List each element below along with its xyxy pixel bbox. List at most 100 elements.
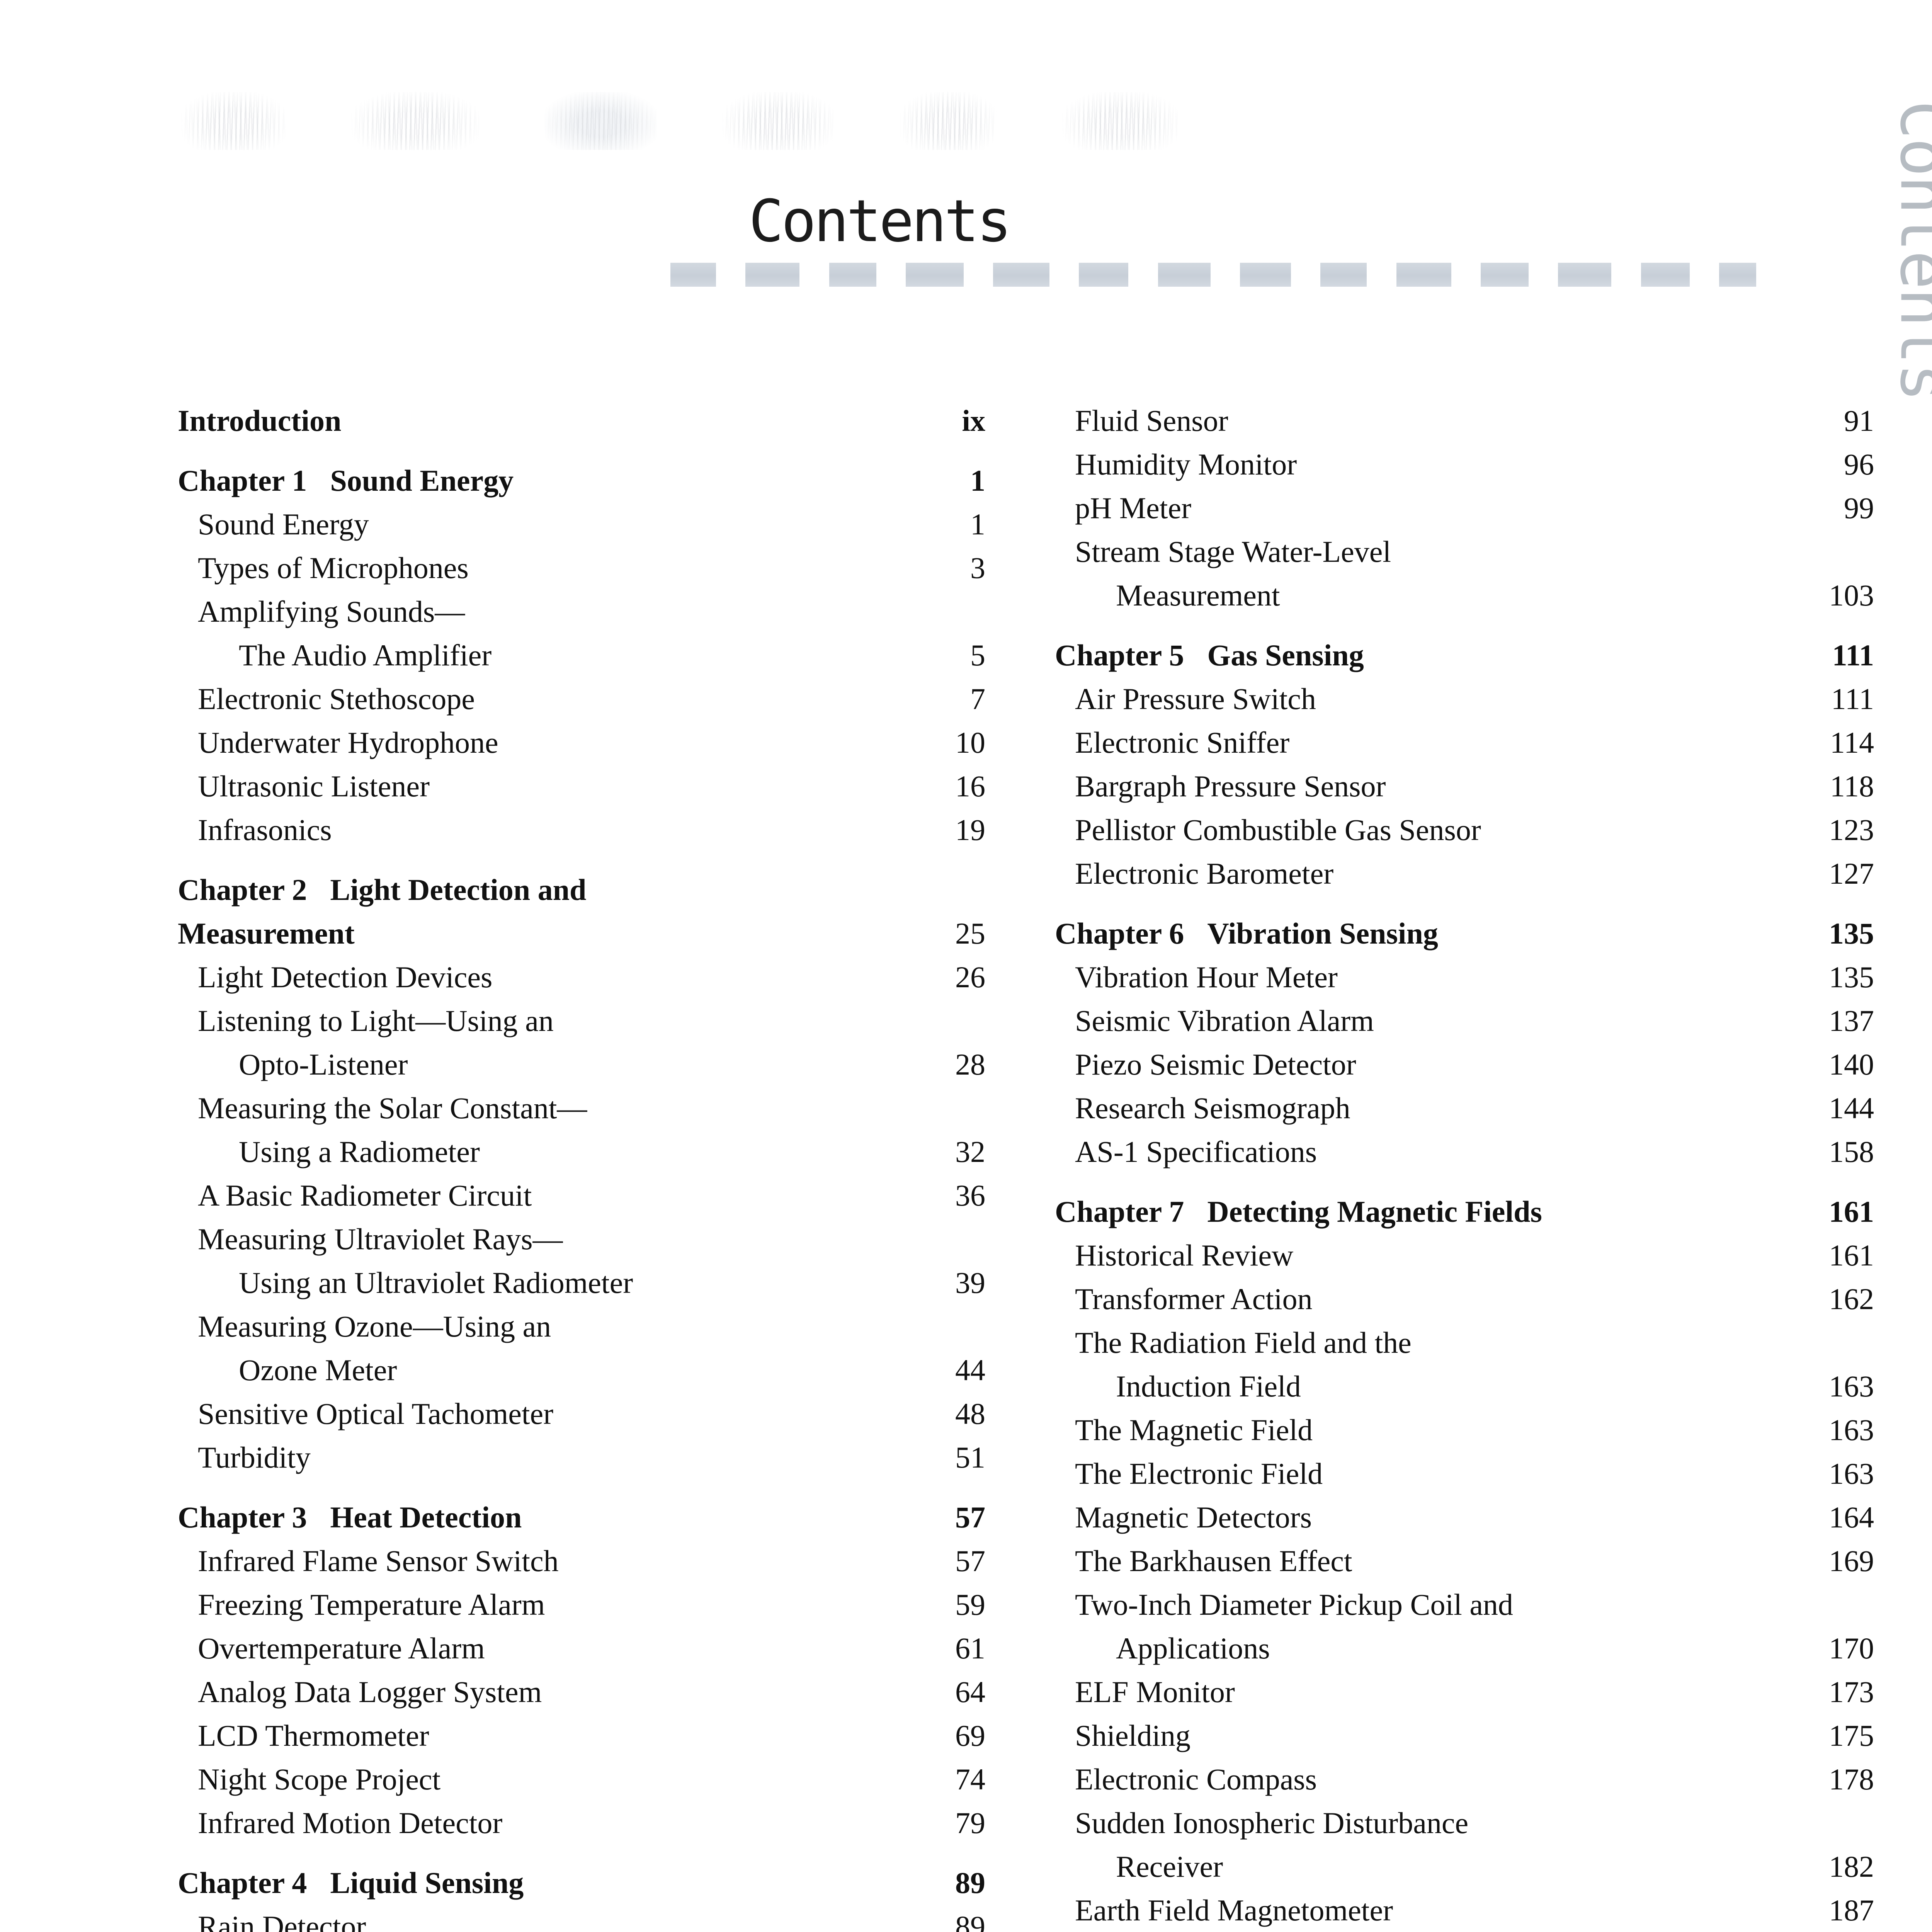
toc-entry-label: Infrasonics (198, 813, 332, 847)
toc-entry-row[interactable]: Infrared Motion Detector 79 (178, 1808, 985, 1852)
toc-entry-row[interactable]: Using a Radiometer 32 (178, 1137, 985, 1180)
toc-entry-label: Electronic Stethoscope (198, 682, 475, 716)
toc-page-number: 140 (1829, 1048, 1874, 1081)
toc-chapter-row[interactable]: Chapter 3 Heat Detection 57 (178, 1502, 985, 1546)
toc-entry-row[interactable]: Rain Detector 89 (178, 1912, 985, 1932)
toc-entry-row[interactable]: pH Meter 99 (1055, 493, 1874, 537)
toc-entry-row[interactable]: Using an Ultraviolet Radiometer 39 (178, 1268, 985, 1311)
toc-entry-row[interactable]: Pellistor Combustible Gas Sensor 123 (1055, 815, 1874, 859)
toc-entry-row[interactable]: Electronic Compass 178 (1055, 1764, 1874, 1808)
toc-entry-row[interactable]: Humidity Monitor 96 (1055, 449, 1874, 493)
toc-page-number: 135 (1829, 960, 1874, 994)
toc-entry-row[interactable]: Vibration Hour Meter 135 (1055, 962, 1874, 1006)
toc-page-number: 44 (955, 1353, 985, 1387)
toc-entry-row[interactable]: Infrasonics 19 (178, 815, 985, 859)
toc-page-number: 144 (1829, 1091, 1874, 1125)
toc-chapter-number: Chapter 7 (1055, 1195, 1184, 1228)
toc-entry-row[interactable]: Night Scope Project 74 (178, 1764, 985, 1808)
toc-entry-row[interactable]: The Radiation Field and the (1055, 1328, 1874, 1371)
toc-entry-row[interactable]: Sound Energy 1 (178, 509, 985, 553)
toc-entry-row[interactable]: Historical Review 161 (1055, 1240, 1874, 1284)
toc-entry-row[interactable]: Shielding 175 (1055, 1721, 1874, 1764)
toc-entry-row[interactable]: Electronic Stethoscope 7 (178, 684, 985, 728)
toc-entry-row[interactable]: Amplifying Sounds— (178, 597, 985, 640)
toc-page-number: ix (962, 404, 985, 437)
toc-entry-row[interactable]: Sudden Ionospheric Disturbance (1055, 1808, 1874, 1852)
toc-entry-row[interactable]: Fluid Sensor 91 (1055, 406, 1874, 449)
toc-entry-row[interactable]: A Basic Radiometer Circuit 36 (178, 1180, 985, 1224)
scan-artifact (1063, 92, 1179, 150)
toc-entry-row[interactable]: Ultrasonic Listener 16 (178, 771, 985, 815)
toc-chapter-title: Heat Detection (330, 1500, 522, 1534)
toc-chapter-number: Chapter 6 (1055, 917, 1184, 950)
toc-entry-row[interactable]: Research Seismograph 144 (1055, 1093, 1874, 1137)
toc-entry-row[interactable]: Receiver 182 (1055, 1852, 1874, 1895)
toc-entry-row[interactable]: Transformer Action 162 (1055, 1284, 1874, 1328)
toc-entry-row[interactable]: Measuring Ozone—Using an (178, 1311, 985, 1355)
toc-entry-label: Two-Inch Diameter Pickup Coil and (1075, 1588, 1513, 1621)
toc-page-number: 69 (955, 1719, 985, 1752)
toc-page-number: 28 (955, 1048, 985, 1081)
toc-entry-row[interactable]: Two-Inch Diameter Pickup Coil and (1055, 1590, 1874, 1633)
toc-page-number: 164 (1829, 1500, 1874, 1534)
toc-entry-row[interactable]: Earth Field Magnetometer 187 (1055, 1895, 1874, 1932)
toc-entry-row[interactable]: Induction Field 163 (1055, 1371, 1874, 1415)
toc-entry-row[interactable]: Light Detection Devices 26 (178, 962, 985, 1006)
band-block (1158, 263, 1211, 287)
toc-entry-row[interactable]: Measurement 103 (1055, 580, 1874, 624)
toc-entry-row[interactable]: AS-1 Specifications 158 (1055, 1137, 1874, 1180)
toc-entry-row[interactable]: Piezo Seismic Detector 140 (1055, 1049, 1874, 1093)
toc-entry-row[interactable]: Analog Data Logger System 64 (178, 1677, 985, 1721)
toc-entry-row[interactable]: Measurement 25 (178, 918, 985, 962)
toc-entry-row[interactable]: The Electronic Field 163 (1055, 1459, 1874, 1502)
band-block (905, 263, 964, 287)
toc-entry-label: Chapter 4 Liquid Sensing (178, 1868, 896, 1898)
toc-entry-row[interactable]: Stream Stage Water-Level (1055, 537, 1874, 580)
toc-entry-label: Opto-Listener (239, 1048, 408, 1081)
toc-entry-row[interactable]: Applications 170 (1055, 1633, 1874, 1677)
toc-entry-label: Analog Data Logger System (198, 1675, 542, 1709)
toc-page-number: 137 (1829, 1004, 1874, 1037)
toc-entry-row[interactable]: Electronic Barometer 127 (1055, 859, 1874, 902)
toc-entry-row[interactable]: The Barkhausen Effect 169 (1055, 1546, 1874, 1590)
toc-chapter-row[interactable]: Chapter 2 Light Detection and (178, 875, 985, 918)
toc-chapter-row[interactable]: Chapter 7 Detecting Magnetic Fields 161 (1055, 1197, 1874, 1240)
toc-entry-row[interactable]: Underwater Hydrophone 10 (178, 728, 985, 771)
toc-entry-row[interactable]: Ozone Meter 44 (178, 1355, 985, 1399)
toc-page-number: 99 (1844, 491, 1874, 525)
toc-entry-row[interactable]: Infrared Flame Sensor Switch 57 (178, 1546, 985, 1590)
toc-chapter-row[interactable]: Chapter 5 Gas Sensing 111 (1055, 640, 1874, 684)
toc-entry-row[interactable]: The Magnetic Field 163 (1055, 1415, 1874, 1459)
toc-entry-row[interactable]: Seismic Vibration Alarm 137 (1055, 1006, 1874, 1049)
toc-entry-row[interactable]: Types of Microphones 3 (178, 553, 985, 597)
toc-entry-label: Measuring Ozone—Using an (198, 1310, 551, 1343)
scan-artifact (182, 92, 286, 150)
toc-entry-label: Receiver (1116, 1850, 1223, 1883)
toc-entry-row[interactable]: Opto-Listener 28 (178, 1049, 985, 1093)
toc-page-number: 51 (955, 1440, 985, 1474)
toc-entry-label: Sudden Ionospheric Disturbance (1075, 1806, 1469, 1840)
toc-page-number: 64 (955, 1675, 985, 1709)
toc-entry-row[interactable]: Listening to Light—Using an (178, 1006, 985, 1049)
toc-entry-row[interactable]: Freezing Temperature Alarm 59 (178, 1590, 985, 1633)
toc-entry-row[interactable]: Electronic Sniffer 114 (1055, 728, 1874, 771)
toc-entry-row[interactable]: Turbidity 51 (178, 1442, 985, 1486)
toc-page-number: 123 (1829, 813, 1874, 847)
toc-chapter-row[interactable]: Chapter 6 Vibration Sensing 135 (1055, 918, 1874, 962)
toc-entry-row[interactable]: The Audio Amplifier 5 (178, 640, 985, 684)
toc-entry-row[interactable]: Air Pressure Switch 111 (1055, 684, 1874, 728)
toc-chapter-row[interactable]: Introduction ix (178, 406, 985, 449)
toc-chapter-row[interactable]: Chapter 1 Sound Energy 1 (178, 466, 985, 509)
band-block (745, 263, 800, 287)
toc-entry-row[interactable]: LCD Thermometer 69 (178, 1721, 985, 1764)
toc-entry-row[interactable]: Measuring the Solar Constant— (178, 1093, 985, 1137)
toc-chapter-row[interactable]: Chapter 4 Liquid Sensing 89 (178, 1868, 985, 1912)
toc-entry-row[interactable]: Measuring Ultraviolet Rays— (178, 1224, 985, 1268)
toc-entry-row[interactable]: Magnetic Detectors 164 (1055, 1502, 1874, 1546)
toc-entry-row[interactable]: Sensitive Optical Tachometer 48 (178, 1399, 985, 1442)
toc-entry-row[interactable]: ELF Monitor 173 (1055, 1677, 1874, 1721)
toc-entry-row[interactable]: Overtemperature Alarm 61 (178, 1633, 985, 1677)
toc-entry-row[interactable]: Bargraph Pressure Sensor 118 (1055, 771, 1874, 815)
toc-page-number: 1 (970, 507, 985, 541)
toc-page-number: 103 (1829, 578, 1874, 612)
